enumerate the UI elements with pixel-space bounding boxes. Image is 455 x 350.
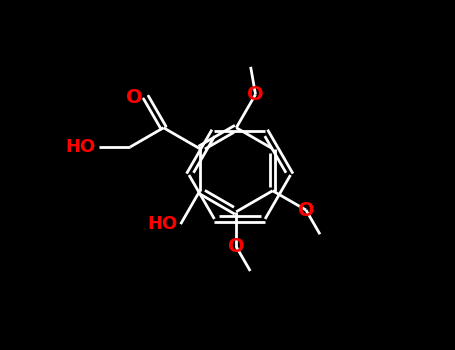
Text: O: O bbox=[126, 88, 142, 107]
Text: O: O bbox=[228, 237, 245, 256]
Text: O: O bbox=[247, 85, 264, 104]
Text: O: O bbox=[298, 201, 314, 219]
Text: HO: HO bbox=[147, 215, 177, 233]
Text: HO: HO bbox=[65, 138, 95, 156]
